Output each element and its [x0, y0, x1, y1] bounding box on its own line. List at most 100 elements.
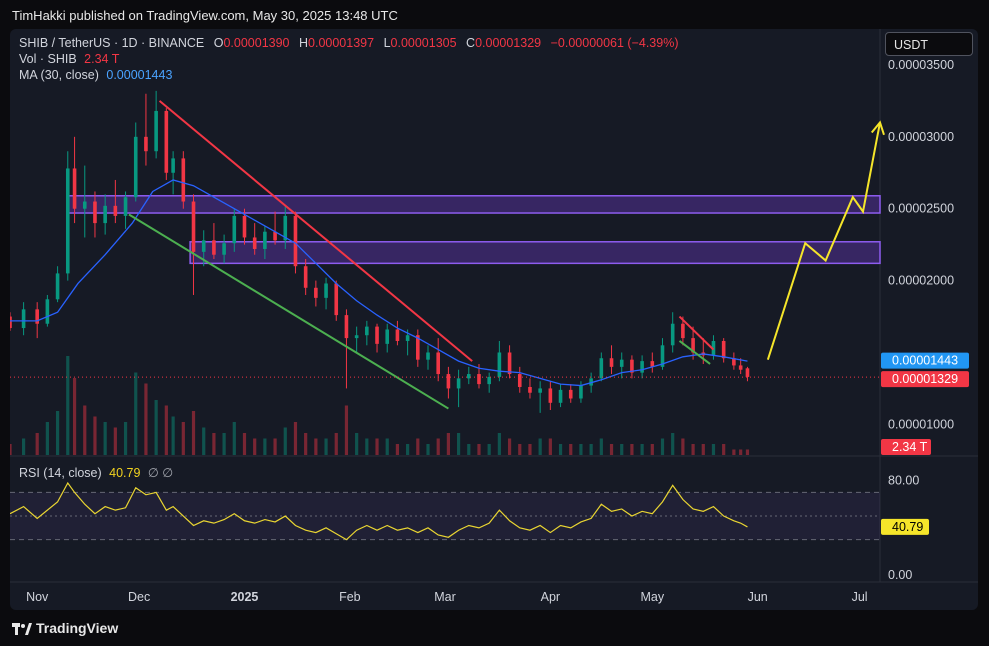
candle: [123, 197, 128, 216]
candle: [242, 215, 247, 238]
candle: [650, 361, 655, 367]
volume-bar: [630, 444, 634, 455]
candle: [10, 316, 12, 329]
volume-bar: [589, 444, 593, 455]
candle: [334, 283, 339, 316]
currency-button[interactable]: USDT: [885, 32, 973, 56]
candle: [324, 283, 328, 298]
volume-bar: [745, 449, 750, 455]
high-label: H: [299, 36, 309, 50]
volume-bar: [164, 405, 168, 455]
candle: [283, 215, 288, 241]
volume-bar: [477, 444, 481, 455]
volume-bar: [385, 438, 389, 455]
candle: [191, 201, 196, 252]
candle: [630, 359, 634, 373]
resistance-zone-1: [67, 195, 881, 214]
candle: [732, 358, 736, 366]
candle: [416, 335, 420, 360]
candle: [303, 266, 308, 288]
volume-bar: [181, 422, 185, 455]
volume-bar: [344, 405, 349, 455]
volume-bar: [324, 438, 328, 455]
volume-bar: [538, 438, 542, 455]
volume-bar: [507, 438, 512, 455]
volume-bar: [72, 378, 77, 455]
volume-bar: [569, 444, 573, 455]
candle: [477, 374, 481, 385]
candle: [446, 374, 451, 389]
price-tick-label: 0.00003500: [888, 58, 954, 72]
volume-bar: [273, 438, 277, 455]
time-tick-label: 2025: [231, 590, 259, 604]
close-label: C: [466, 36, 476, 50]
volume-bar: [446, 433, 450, 455]
candle: [232, 215, 237, 244]
time-tick-label: Feb: [339, 590, 361, 604]
volume-bar: [620, 444, 624, 455]
rsi-value: 40.79: [109, 466, 141, 480]
ohlc-high: H0.00001397: [299, 36, 374, 50]
volume-bar: [134, 372, 138, 455]
candle: [222, 243, 226, 255]
volume-bar: [395, 444, 400, 455]
candle: [568, 389, 573, 399]
candle: [609, 358, 614, 367]
volume-bar: [304, 433, 308, 455]
publisher-line: TimHakki published on TradingView.com, M…: [12, 8, 398, 23]
volume-bar: [10, 444, 12, 455]
tradingview-logo[interactable]: TradingView: [12, 620, 118, 636]
volume-bar: [671, 433, 675, 455]
rsi-tick-label: 0.00: [888, 568, 912, 582]
rsi-badge-bg: [881, 518, 929, 535]
candle: [711, 340, 716, 356]
symbol-title[interactable]: SHIB / TetherUS · 1D · BINANCE: [19, 36, 205, 50]
candle: [466, 374, 471, 379]
candle: [133, 136, 138, 198]
candle: [395, 329, 400, 341]
price-tick-label: 0.00003000: [888, 130, 954, 144]
ma-label[interactable]: MA (30, close): [19, 68, 99, 82]
volume-bar: [548, 438, 552, 455]
trendline-flag-upper: [678, 315, 715, 351]
candle: [35, 309, 39, 324]
volume-bar: [93, 416, 97, 455]
chart-canvas[interactable]: 0.00003500 0.00003000 0.00002500 0.00002000…: [10, 29, 978, 610]
candle: [497, 352, 502, 377]
candle: [263, 231, 267, 249]
candle: [181, 158, 186, 202]
time-tick-label: Dec: [128, 590, 150, 604]
chart-frame[interactable]: 0.00003500 0.00003000 0.00002500 0.00002000…: [10, 29, 978, 610]
time-tick-label: Mar: [434, 590, 456, 604]
low-label: L: [383, 36, 391, 50]
candle: [113, 205, 118, 216]
volume-bar: [283, 427, 287, 455]
ma-value: 0.00001443: [106, 68, 173, 82]
time-tick-label: Jul: [852, 590, 868, 604]
ma-legend: MA (30, close) 0.00001443: [19, 68, 172, 82]
candle: [45, 299, 50, 324]
time-tick-label: Nov: [26, 590, 49, 604]
volume-bar: [21, 438, 26, 455]
volume-bar: [202, 427, 206, 455]
rsi-legend: RSI (14, close) 40.79 ∅ ∅: [19, 465, 173, 480]
volume-bar: [212, 433, 216, 455]
volume-bar: [83, 405, 87, 455]
candle: [589, 378, 593, 386]
volume-badge: 2.34 T: [892, 440, 928, 454]
projection-path: [766, 122, 881, 360]
last-price-badge-bg: [881, 371, 969, 388]
volume-bar: [609, 444, 614, 455]
candle: [579, 385, 583, 399]
time-tick-label: Apr: [541, 590, 560, 604]
candle: [252, 237, 257, 249]
candle: [354, 335, 359, 339]
candle: [507, 352, 512, 375]
volume-bar: [242, 433, 247, 455]
volume-label[interactable]: Vol · SHIB: [19, 52, 77, 66]
ma-line: [10, 179, 748, 387]
candle: [599, 358, 604, 379]
rsi-label[interactable]: RSI (14, close): [19, 466, 102, 480]
volume-bar: [365, 438, 369, 455]
